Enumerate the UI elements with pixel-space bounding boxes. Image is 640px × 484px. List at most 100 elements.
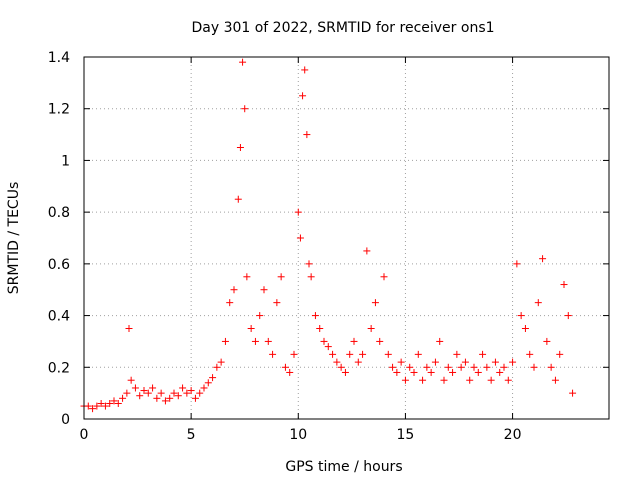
data-point: [97, 399, 105, 407]
data-point: [303, 131, 311, 139]
data-point: [84, 402, 92, 410]
data-point: [316, 325, 324, 332]
data-point: [269, 350, 277, 358]
data-point: [290, 350, 298, 358]
data-point: [474, 368, 482, 376]
data-point: [539, 255, 547, 263]
data-point: [157, 389, 165, 397]
data-point: [191, 394, 199, 402]
data-point: [470, 363, 478, 371]
data-point: [131, 384, 139, 392]
data-point: [380, 273, 388, 281]
data-point: [209, 374, 217, 382]
axis-ticks: [83, 56, 609, 420]
data-point: [393, 368, 401, 376]
data-point: [534, 299, 542, 307]
data-point: [200, 384, 208, 392]
y-tick-label: 0.6: [48, 257, 70, 273]
data-point: [496, 368, 504, 376]
data-point: [234, 195, 242, 203]
data-point: [414, 350, 422, 358]
data-point: [140, 387, 148, 395]
x-tick-label: 20: [504, 427, 522, 443]
data-point: [196, 389, 204, 397]
data-point: [551, 376, 559, 384]
data-point: [350, 337, 358, 345]
data-point: [423, 363, 431, 371]
x-tick-labels: 0 5 10 15 20: [80, 427, 522, 443]
data-point: [136, 392, 144, 400]
data-point: [110, 397, 118, 405]
y-axis-label: SRMTID / TECUs: [6, 182, 22, 295]
data-point: [560, 281, 568, 289]
y-tick-label: 0.4: [48, 309, 70, 325]
chart-title: Day 301 of 2022, SRMTID for receiver ons…: [191, 20, 494, 36]
data-point: [170, 389, 178, 397]
data-point: [264, 337, 272, 345]
data-point: [487, 376, 495, 384]
data-point: [299, 92, 307, 100]
data-point: [453, 350, 461, 358]
x-tick-label: 0: [80, 427, 89, 443]
data-point: [509, 358, 517, 366]
data-point: [324, 343, 332, 351]
y-tick-label: 1.4: [48, 50, 70, 66]
data-point: [401, 376, 409, 384]
data-point: [114, 399, 122, 407]
y-tick-labels: 0 0.2 0.4 0.6 0.8 1 1.2 1.4: [48, 50, 70, 428]
grid-lines: [84, 57, 609, 419]
data-point: [251, 337, 259, 345]
data-point: [320, 337, 328, 345]
data-point: [213, 363, 221, 371]
data-point: [543, 337, 551, 345]
data-point: [371, 299, 379, 307]
data-point: [346, 350, 354, 358]
data-point: [239, 58, 247, 66]
data-point: [431, 358, 439, 366]
data-point: [221, 337, 229, 345]
data-point: [367, 325, 375, 332]
y-tick-label: 1: [61, 153, 70, 169]
data-point: [273, 299, 281, 307]
data-points: [80, 58, 577, 413]
data-point: [479, 350, 487, 358]
data-point: [457, 363, 465, 371]
data-point: [530, 363, 538, 371]
data-point: [564, 312, 572, 320]
y-tick-label: 0.8: [48, 205, 70, 221]
data-point: [204, 379, 212, 387]
data-point: [226, 299, 234, 307]
data-point: [363, 247, 371, 255]
data-point: [89, 405, 97, 413]
data-point: [466, 376, 474, 384]
x-tick-label: 5: [187, 427, 196, 443]
data-point: [491, 358, 499, 366]
data-point: [569, 389, 577, 397]
data-point: [556, 350, 564, 358]
data-point: [301, 66, 309, 74]
data-point: [406, 363, 414, 371]
data-point: [354, 358, 362, 366]
data-point: [311, 312, 319, 320]
data-point: [376, 337, 384, 345]
data-point: [513, 260, 521, 268]
data-point: [166, 394, 174, 402]
data-point: [436, 337, 444, 345]
data-point: [427, 368, 435, 376]
data-point: [461, 358, 469, 366]
data-point: [241, 105, 249, 113]
data-point: [419, 376, 427, 384]
data-point: [179, 384, 187, 392]
x-tick-label: 10: [289, 427, 307, 443]
data-point: [187, 387, 195, 395]
data-point: [243, 273, 251, 281]
data-point: [281, 363, 289, 371]
data-point: [397, 358, 405, 366]
data-point: [483, 363, 491, 371]
data-point: [337, 363, 345, 371]
data-point: [125, 325, 133, 332]
data-point: [410, 368, 418, 376]
data-point: [174, 392, 182, 400]
x-tick-label: 15: [397, 427, 415, 443]
